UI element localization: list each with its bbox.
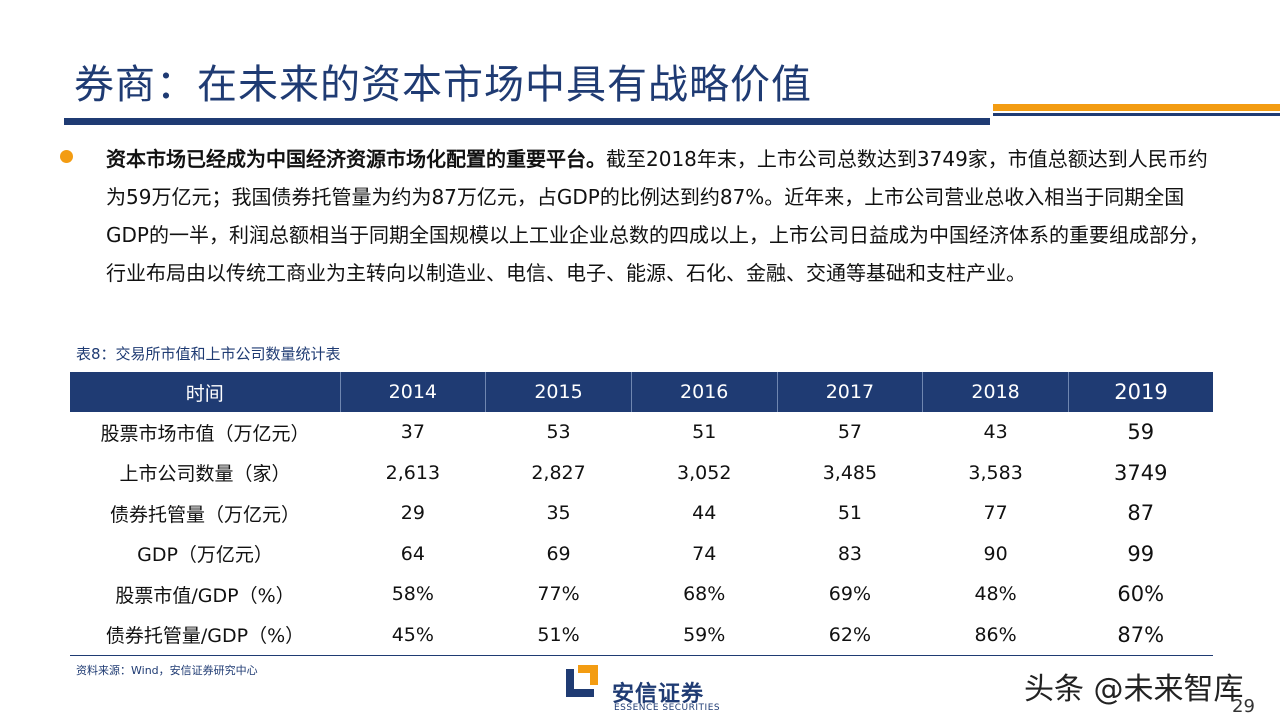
table-cell: 86% <box>922 614 1069 656</box>
table-cell: 51 <box>692 421 717 444</box>
table-cell: 64 <box>400 542 425 565</box>
table-cell: 3,583 <box>968 461 1023 484</box>
table-cell: 77% <box>537 583 580 606</box>
table-cell: 3,485 <box>822 461 878 484</box>
table-cell: 69 <box>546 542 571 565</box>
table-cell: 29 <box>400 502 425 525</box>
table-row: 债券托管量（万亿元） 29 35 44 51 77 87 <box>70 493 1213 534</box>
header-cell: 2018 <box>922 372 1069 412</box>
row-label: 股票市场市值（万亿元） <box>100 422 310 445</box>
table-cell: 60% <box>1117 582 1165 607</box>
table-cell: 48% <box>974 583 1017 606</box>
table-cell: 51% <box>485 614 632 656</box>
table-cell: 59 <box>1127 420 1155 445</box>
row-label: 债券托管量/GDP（%） <box>70 614 340 656</box>
header-cell: 2015 <box>485 372 632 412</box>
table-row: 债券托管量/GDP（%） 45% 51% 59% 62% 86% 87% <box>70 614 1213 656</box>
table-row: 上市公司数量（家） 2,613 2,827 3,052 3,485 3,583 … <box>70 453 1213 494</box>
header-cell: 2016 <box>631 372 778 412</box>
paragraph-body: 截至2018年末，上市公司总数达到3749家，市值总额达到人民币约为59万亿元；… <box>106 147 1209 285</box>
row-label: 上市公司数量（家） <box>119 463 291 486</box>
table-row: 股票市值/GDP（%） 58% 77% 68% 69% 48% 60% <box>70 574 1213 615</box>
table-cell: 44 <box>692 502 717 525</box>
title-underline <box>64 118 990 125</box>
table-cell: 57 <box>837 421 862 444</box>
slide-title: 券商：在未来的资本市场中具有战略价值 <box>74 62 812 108</box>
header-cell: 2014 <box>340 372 487 412</box>
table-cell: 3749 <box>1113 460 1168 485</box>
source-note: 资料来源：Wind，安信证券研究中心 <box>76 664 258 677</box>
table-cell: 51 <box>837 502 862 525</box>
table-caption: 表8：交易所市值和上市公司数量统计表 <box>76 345 341 363</box>
essence-logo-icon <box>566 665 598 697</box>
table-cell: 74 <box>692 542 717 565</box>
table-row: GDP（万亿元） 64 69 74 83 90 99 <box>70 534 1213 575</box>
market-stats-table: 时间 2014 2015 2016 2017 2018 2019 股票市场市值（… <box>70 372 1213 656</box>
table-cell: 43 <box>983 421 1008 444</box>
header-cell: 2017 <box>777 372 924 412</box>
logo-name-cn: 安信证券 <box>612 682 705 707</box>
table-cell: 53 <box>546 421 571 444</box>
table-cell: 68% <box>683 583 726 606</box>
bullet-icon <box>60 150 73 163</box>
table-cell: 99 <box>1127 541 1155 566</box>
table-cell: 69% <box>828 583 872 606</box>
table-cell: 58% <box>391 583 434 606</box>
table-cell: 45% <box>340 614 486 656</box>
row-label: 股票市值/GDP（%） <box>115 584 295 607</box>
watermark-text: 头条 @未来智库 <box>1024 672 1244 707</box>
title-accent-bar <box>993 104 1280 111</box>
table-cell: 2,613 <box>385 461 441 484</box>
table-cell: 83 <box>837 542 862 565</box>
table-cell: 87% <box>1068 614 1213 656</box>
header-cell: 2019 <box>1068 372 1213 412</box>
table-cell: 62% <box>777 614 923 656</box>
table-cell: 77 <box>983 502 1008 525</box>
title-accent-underline <box>993 113 1280 116</box>
header-cell: 时间 <box>70 372 341 412</box>
table-header-row: 时间 2014 2015 2016 2017 2018 2019 <box>70 372 1213 412</box>
table-cell: 2,827 <box>531 461 586 484</box>
table-cell: 3,052 <box>677 461 732 484</box>
body-paragraph: 资本市场已经成为中国经济资源市场化配置的重要平台。截至2018年末，上市公司总数… <box>106 140 1216 292</box>
table-cell: 37 <box>400 421 425 444</box>
page-number: 29 <box>1232 696 1255 717</box>
table-cell: 87 <box>1127 501 1155 526</box>
table-cell: 35 <box>546 502 571 525</box>
logo-name-en: ESSENCE SECURITIES <box>614 703 721 713</box>
table-cell: 59% <box>631 614 778 656</box>
paragraph-lead: 资本市场已经成为中国经济资源市场化配置的重要平台。 <box>106 147 606 171</box>
row-label: 债券托管量（万亿元） <box>109 503 300 526</box>
row-label: GDP（万亿元） <box>137 544 273 567</box>
table-row: 股票市场市值（万亿元） 37 53 51 57 43 59 <box>70 412 1213 453</box>
table-cell: 90 <box>983 542 1008 565</box>
